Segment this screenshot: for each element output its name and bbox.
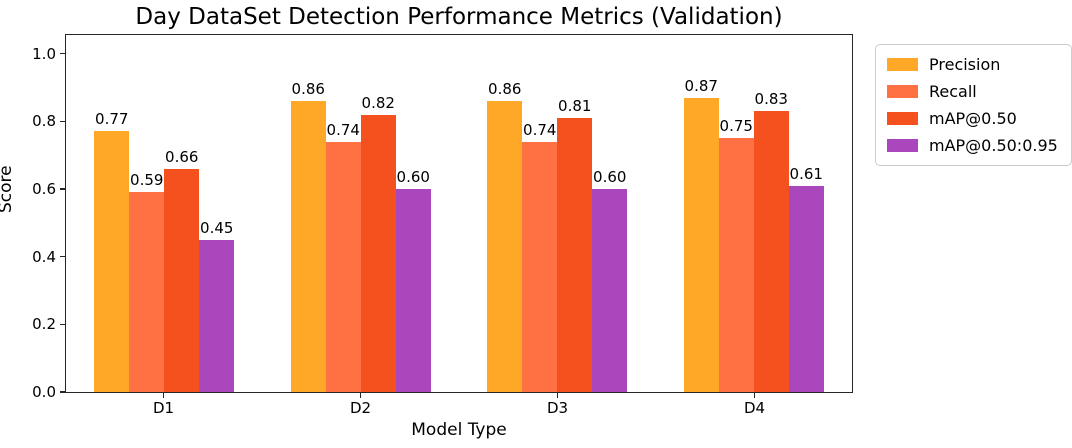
bar-Recall-D2: 0.74 <box>325 121 361 392</box>
y-tick-mark <box>60 323 65 326</box>
bar-value-label: 0.66 <box>165 147 199 166</box>
bar-Precision-D1: 0.77 <box>94 110 130 392</box>
bar-group-D1: 0.77 0.59 0.66 0.45 <box>94 110 235 392</box>
bar-value-label: 0.86 <box>291 80 325 98</box>
chart-title: Day DataSet Detection Performance Metric… <box>135 4 783 30</box>
bar-value-label: 0.74 <box>326 120 360 139</box>
y-tick-mark <box>60 120 65 123</box>
legend-swatch <box>887 85 918 98</box>
x-tick-label-cell: D3 <box>488 399 628 417</box>
y-tick-label: 0.8 <box>32 112 56 131</box>
x-axis-tick-marks <box>65 393 853 398</box>
bar-Precision-D3: 0.86 <box>487 80 523 392</box>
x-tick-mark <box>753 393 756 398</box>
bar-value-label: 0.86 <box>488 80 522 98</box>
bar-value-label: 0.74 <box>523 120 557 139</box>
x-tick-cell <box>94 393 234 398</box>
x-tick-mark <box>359 393 362 398</box>
bar-Precision-D4: 0.87 <box>683 77 719 392</box>
x-tick-label-D2: D2 <box>349 399 372 417</box>
x-tick-label-cell: D4 <box>685 399 825 417</box>
bar-value-label: 0.60 <box>396 167 430 186</box>
legend-swatch <box>887 139 918 152</box>
y-tick-label: 0.6 <box>32 179 56 198</box>
bar-groups: 0.77 0.59 0.66 0.45 0.86 0.74 0.82 0.60 0.86 0.74… <box>66 35 852 392</box>
x-tick-label-cell: D2 <box>291 399 431 417</box>
legend-row-mAP@0.50:0.95: mAP@0.50:0.95 <box>887 136 1058 155</box>
bar-value-label: 0.82 <box>361 93 395 112</box>
x-tick-cell <box>291 393 431 398</box>
legend-row-Recall: Recall <box>887 82 1058 101</box>
y-tick-mark <box>60 188 65 190</box>
bar-Precision-D2: 0.86 <box>290 80 326 392</box>
x-tick-mark <box>556 393 559 398</box>
y-tick-label: 1.0 <box>32 44 56 63</box>
legend-row-mAP@0.50: mAP@0.50 <box>887 109 1058 128</box>
bar-value-label: 0.77 <box>95 110 129 129</box>
x-tick-label-cell: D1 <box>94 399 234 417</box>
bar-mAP@0.50-D3: 0.81 <box>557 97 593 392</box>
bar-mAP@0.50:0.95-D1: 0.45 <box>199 219 235 392</box>
legend-label: mAP@0.50:0.95 <box>929 136 1058 155</box>
x-tick-mark <box>162 393 165 398</box>
y-tick-label: 0.0 <box>32 383 56 401</box>
bar-Recall-D3: 0.74 <box>522 121 558 392</box>
bar-value-label: 0.45 <box>200 218 234 237</box>
y-tick-label: 0.4 <box>32 247 56 266</box>
bar-mAP@0.50-D4: 0.83 <box>753 90 789 392</box>
bar-group-D3: 0.86 0.74 0.81 0.60 <box>487 80 628 392</box>
legend: Precision Recall mAP@0.50 mAP@0.50:0.95 <box>875 44 1072 166</box>
bar-value-label: 0.87 <box>684 76 718 95</box>
x-tick-label-D1: D1 <box>152 399 175 417</box>
bar-value-label: 0.83 <box>754 90 788 109</box>
x-axis-tick-labels: D1 D2 D3 D4 <box>65 399 853 417</box>
bar-mAP@0.50:0.95-D3: 0.60 <box>592 168 628 392</box>
x-axis-title: Model Type <box>411 420 507 440</box>
bar-value-label: 0.59 <box>130 171 164 190</box>
y-tick-label: 0.2 <box>32 315 56 334</box>
legend-swatch <box>887 58 918 71</box>
bar-value-label: 0.60 <box>593 167 627 186</box>
legend-row-Precision: Precision <box>887 55 1058 74</box>
bar-mAP@0.50:0.95-D2: 0.60 <box>395 168 431 392</box>
bar-group-D2: 0.86 0.74 0.82 0.60 <box>290 80 431 392</box>
bar-value-label: 0.75 <box>719 117 753 136</box>
bar-value-label: 0.81 <box>558 96 592 115</box>
x-tick-label-D3: D3 <box>546 399 569 417</box>
legend-label: mAP@0.50 <box>929 109 1017 128</box>
x-tick-cell <box>488 393 628 398</box>
y-tick-mark <box>60 52 65 55</box>
bar-group-D4: 0.87 0.75 0.83 0.61 <box>683 77 824 392</box>
y-axis-title: Score <box>0 165 16 213</box>
x-tick-cell <box>685 393 825 398</box>
bar-value-label: 0.61 <box>789 164 823 183</box>
bar-mAP@0.50:0.95-D4: 0.61 <box>788 165 824 392</box>
legend-swatch <box>887 112 918 125</box>
y-tick-mark <box>60 391 65 393</box>
legend-label: Precision <box>929 55 1001 74</box>
bar-mAP@0.50-D1: 0.66 <box>164 148 200 392</box>
y-tick-mark <box>60 255 65 258</box>
x-tick-label-D4: D4 <box>743 399 766 417</box>
plot-area: 0.0 0.2 0.4 0.6 0.8 1.0 0.77 0.59 0.66 0.45 0.86 0… <box>32 34 853 401</box>
legend-label: Recall <box>929 82 977 101</box>
bar-Recall-D4: 0.75 <box>718 117 754 392</box>
bar-Recall-D1: 0.59 <box>129 171 165 392</box>
bar-mAP@0.50-D2: 0.82 <box>360 94 396 392</box>
